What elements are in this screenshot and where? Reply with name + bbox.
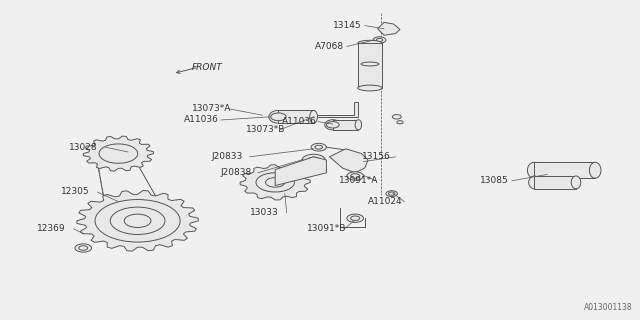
Circle shape [271, 113, 286, 121]
Ellipse shape [269, 110, 288, 123]
Circle shape [347, 214, 364, 222]
Text: 12305: 12305 [61, 188, 90, 196]
Circle shape [315, 145, 323, 149]
Polygon shape [358, 43, 382, 88]
Circle shape [397, 121, 403, 124]
Circle shape [302, 154, 325, 166]
Circle shape [266, 178, 285, 187]
Text: A11036: A11036 [184, 116, 219, 124]
Text: 13028: 13028 [69, 143, 98, 152]
Polygon shape [83, 136, 154, 171]
Polygon shape [333, 120, 358, 130]
Circle shape [351, 174, 360, 178]
Polygon shape [240, 165, 310, 200]
Circle shape [106, 205, 170, 237]
Circle shape [386, 191, 397, 196]
Polygon shape [330, 149, 368, 173]
Text: 13091*B: 13091*B [307, 224, 347, 233]
Ellipse shape [529, 176, 540, 189]
Text: 13156: 13156 [362, 152, 390, 161]
Circle shape [311, 143, 326, 151]
Text: J20833: J20833 [211, 152, 243, 161]
Circle shape [257, 173, 293, 191]
Circle shape [95, 200, 180, 242]
Circle shape [100, 145, 136, 163]
Polygon shape [314, 102, 358, 117]
Text: A7068: A7068 [315, 42, 344, 51]
Circle shape [124, 214, 151, 228]
Text: 12369: 12369 [37, 224, 66, 233]
Polygon shape [278, 110, 314, 123]
Ellipse shape [358, 85, 382, 91]
Text: 13091*A: 13091*A [339, 176, 379, 185]
Text: 13145: 13145 [333, 21, 362, 30]
Circle shape [326, 122, 339, 128]
Polygon shape [275, 157, 326, 186]
Circle shape [373, 37, 386, 43]
Ellipse shape [527, 162, 541, 178]
Circle shape [347, 172, 364, 180]
Circle shape [99, 144, 138, 163]
Text: 13073*B: 13073*B [246, 125, 286, 134]
Polygon shape [77, 190, 198, 251]
Ellipse shape [310, 110, 317, 123]
Ellipse shape [358, 40, 382, 46]
Circle shape [110, 207, 165, 235]
Text: A11036: A11036 [282, 117, 316, 126]
Text: FRONT: FRONT [192, 63, 223, 72]
Circle shape [388, 192, 395, 195]
Circle shape [79, 246, 88, 250]
Circle shape [376, 38, 383, 42]
Text: 13073*A: 13073*A [192, 104, 232, 113]
Circle shape [351, 216, 360, 220]
Text: A013001138: A013001138 [584, 303, 632, 312]
Ellipse shape [355, 120, 362, 130]
Circle shape [75, 244, 92, 252]
Polygon shape [534, 162, 595, 178]
Circle shape [256, 173, 294, 192]
Ellipse shape [572, 176, 581, 189]
Text: 13033: 13033 [250, 208, 278, 217]
Circle shape [392, 115, 401, 119]
Polygon shape [378, 22, 400, 35]
Text: 13085: 13085 [480, 176, 509, 185]
Circle shape [308, 157, 319, 163]
Ellipse shape [589, 162, 601, 178]
Ellipse shape [325, 120, 341, 130]
Text: A11024: A11024 [368, 197, 403, 206]
Polygon shape [534, 176, 576, 189]
Text: J20838: J20838 [221, 168, 252, 177]
